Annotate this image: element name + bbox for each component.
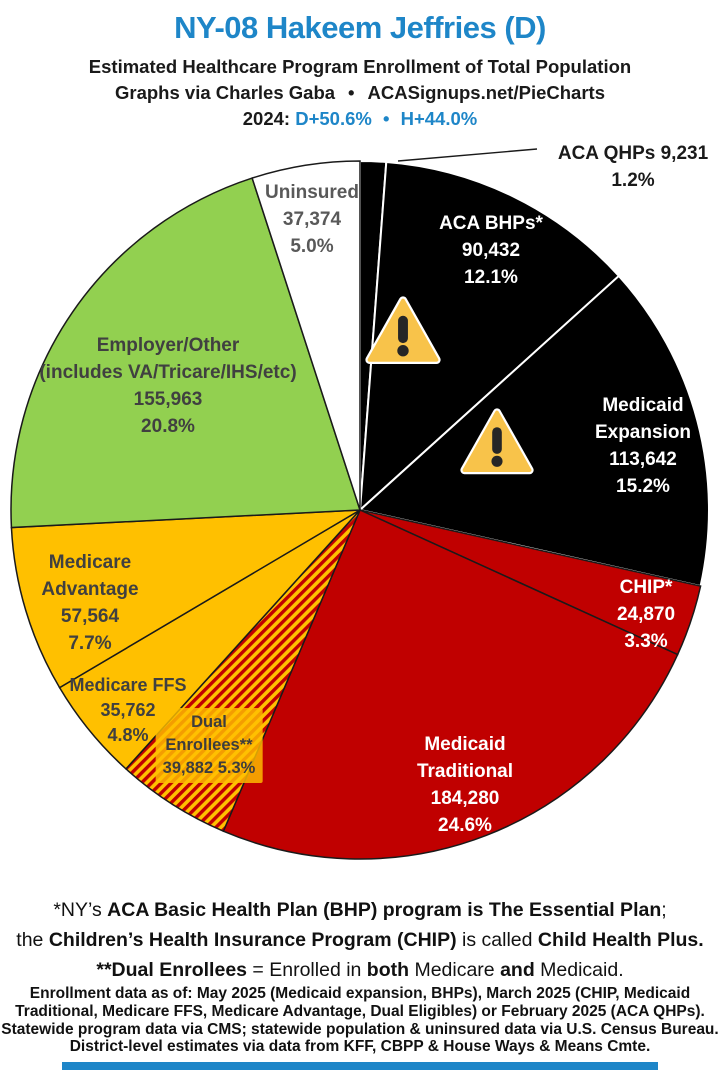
footnote-segment: ACA Basic Health Plan (BHP) program is T… (107, 899, 662, 921)
credit-line: Graphs via Charles Gaba • ACASignups.net/P… (0, 82, 720, 104)
pie-slice-aca-bhps (358, 160, 621, 513)
election-year: 2024: (242, 108, 291, 129)
election-bullet: • (382, 108, 390, 129)
footnote-segment: Medicaid. (534, 959, 624, 981)
source-note-line: Traditional, Medicare FFS, Medicare Adva… (15, 1002, 705, 1020)
credit-text: Graphs via Charles Gaba (115, 82, 336, 103)
footnote-line: **Dual Enrollees = Enrolled in both Medi… (0, 955, 720, 985)
chart-subtitle: Estimated Healthcare Program Enrollment … (88, 56, 632, 77)
footnote-segment: the (16, 929, 49, 951)
source-note-line: District-level estimates via data from K… (69, 1038, 651, 1056)
footnote-segment: Medicare (409, 959, 501, 981)
footnote-segment: *NY’s (53, 899, 108, 921)
election-results-line: 2024: D+50.6% • H+44.0% (0, 108, 720, 130)
pie-slice-medicaid-traditional (222, 508, 679, 860)
pie-slice-medicaid-expansion (357, 274, 710, 588)
footnotes-block: *NY’s ACA Basic Health Plan (BHP) progra… (0, 895, 720, 985)
credit-bullet: • (348, 82, 355, 103)
footer-accent-bar (62, 1062, 658, 1070)
pie-slice-uninsured (251, 160, 361, 511)
election-dem-margin: D+50.6% (295, 108, 372, 129)
footnote-segment: **Dual Enrollees (96, 959, 248, 981)
footnote-segment: is called (456, 929, 538, 951)
pie-chart (10, 148, 710, 860)
footnote-line: *NY’s ACA Basic Health Plan (BHP) progra… (0, 895, 720, 925)
footnote-segment: both (366, 959, 410, 981)
footnote-segment: Child Health Plus. (537, 929, 704, 951)
election-harris-margin: H+44.0% (400, 108, 478, 129)
site-link-text: ACASignups.net/PieCharts (367, 82, 605, 103)
footnote-segment: Children’s Health Insurance Program (CHI… (48, 929, 457, 951)
footnote-line: the Children’s Health Insurance Program … (0, 925, 720, 955)
source-note-line: Statewide program data via CMS; statewid… (1, 1020, 719, 1038)
pie-slice-medicare-advantage (10, 509, 361, 689)
source-note-line: Enrollment data as of: May 2025 (Medicai… (29, 985, 691, 1002)
page-title: NY-08 Hakeem Jeffries (D) (174, 10, 546, 45)
footnote-segment: ; (661, 899, 667, 921)
footnote-segment: and (500, 959, 535, 981)
footnote-segment: = Enrolled in (247, 959, 367, 981)
pie-slice-employer-other (10, 177, 362, 529)
source-note: Enrollment data as of: May 2025 (Medicai… (0, 985, 720, 1056)
leader-line-aca-qhps (397, 148, 538, 162)
